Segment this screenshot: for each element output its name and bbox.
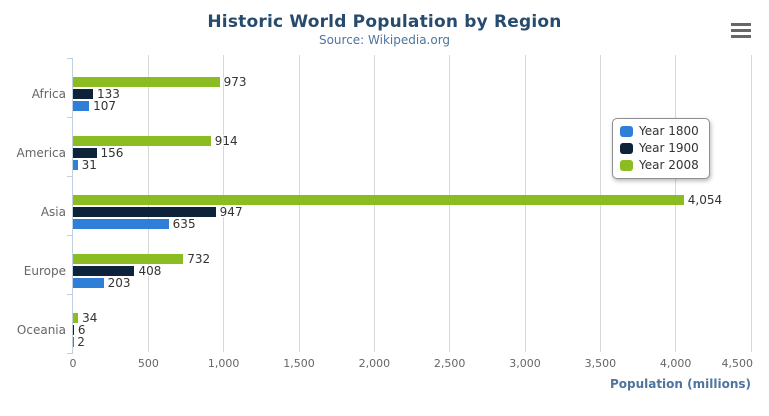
- data-label: 31: [81, 158, 97, 172]
- legend-swatch-icon: [620, 143, 633, 154]
- category-axis-tick: [67, 235, 73, 236]
- data-label: 6: [77, 323, 86, 337]
- chart-subtitle: Source: Wikipedia.org: [318, 33, 451, 47]
- legend-item-year-1900[interactable]: Year 1900: [620, 140, 699, 157]
- data-label: 732: [187, 252, 211, 266]
- data-label: 156: [100, 146, 124, 160]
- legend-swatch-icon: [620, 160, 633, 171]
- category-label: America: [16, 146, 67, 160]
- category-axis-tick: [67, 176, 73, 177]
- category-label: Europe: [23, 264, 66, 278]
- data-label: 408: [138, 264, 162, 278]
- bar-europe-year-1900[interactable]: [73, 266, 135, 276]
- legend-item-year-1800[interactable]: Year 1800: [620, 123, 699, 140]
- x-axis-label: 3,000: [509, 357, 541, 370]
- data-label: 914: [214, 134, 238, 148]
- export-menu-button[interactable]: [727, 17, 755, 43]
- x-axis-title: Population (millions): [609, 377, 751, 391]
- hamburger-icon: [731, 28, 751, 32]
- legend-label: Year 1900: [639, 141, 699, 155]
- legend-label: Year 1800: [639, 124, 699, 138]
- category-axis-tick: [67, 117, 73, 118]
- bar-oceania-year-1900[interactable]: [73, 325, 74, 335]
- bar-oceania-year-2008[interactable]: [73, 313, 79, 323]
- bar-africa-year-1800[interactable]: [73, 101, 90, 111]
- data-label: 203: [107, 276, 131, 290]
- bar-asia-year-1900[interactable]: [73, 207, 216, 217]
- category-label: Asia: [40, 205, 66, 219]
- legend-swatch-icon: [620, 126, 633, 137]
- data-label: 2: [77, 335, 85, 349]
- bar-europe-year-2008[interactable]: [73, 254, 184, 264]
- legend-item-year-2008[interactable]: Year 2008: [620, 157, 699, 174]
- category-label: Africa: [31, 87, 66, 101]
- data-label: 973: [223, 75, 247, 89]
- bar-europe-year-1800[interactable]: [73, 278, 104, 288]
- category-axis-tick: [67, 353, 73, 354]
- legend-label: Year 2008: [639, 158, 699, 172]
- gridline: [750, 55, 752, 352]
- data-label: 107: [93, 99, 117, 113]
- bar-asia-year-2008[interactable]: [73, 195, 684, 205]
- x-axis-label: 4,500: [721, 357, 754, 370]
- data-label: 947: [219, 205, 243, 219]
- x-axis-label: 2,000: [358, 357, 391, 370]
- x-axis-label: 1,500: [283, 357, 315, 370]
- x-axis-label: 4,000: [659, 357, 692, 370]
- category-axis-tick: [67, 294, 73, 295]
- bar-africa-year-2008[interactable]: [73, 77, 220, 87]
- x-axis-label: 0: [69, 357, 77, 370]
- category-axis-tick: [67, 58, 73, 59]
- hamburger-icon: [731, 34, 751, 38]
- data-label: 635: [172, 217, 196, 231]
- category-label: Oceania: [16, 323, 66, 337]
- x-axis-label: 3,500: [584, 357, 617, 370]
- legend: Year 1800 Year 1900 Year 2008: [612, 118, 710, 179]
- category-axis-line: [72, 58, 73, 353]
- bar-asia-year-1800[interactable]: [73, 219, 169, 229]
- bar-america-year-1900[interactable]: [73, 148, 97, 158]
- data-label: 4,054: [687, 193, 723, 207]
- bar-america-year-2008[interactable]: [73, 136, 211, 146]
- x-axis-label: 1,000: [207, 357, 240, 370]
- x-axis-label: 500: [137, 357, 159, 370]
- bar-america-year-1800[interactable]: [73, 160, 78, 170]
- bar-africa-year-1900[interactable]: [73, 89, 94, 99]
- chart-title: Historic World Population by Region: [207, 12, 562, 32]
- data-label: 133: [97, 87, 120, 101]
- data-label: 34: [82, 311, 98, 325]
- hamburger-icon: [731, 22, 751, 26]
- x-axis-label: 2,500: [433, 357, 466, 370]
